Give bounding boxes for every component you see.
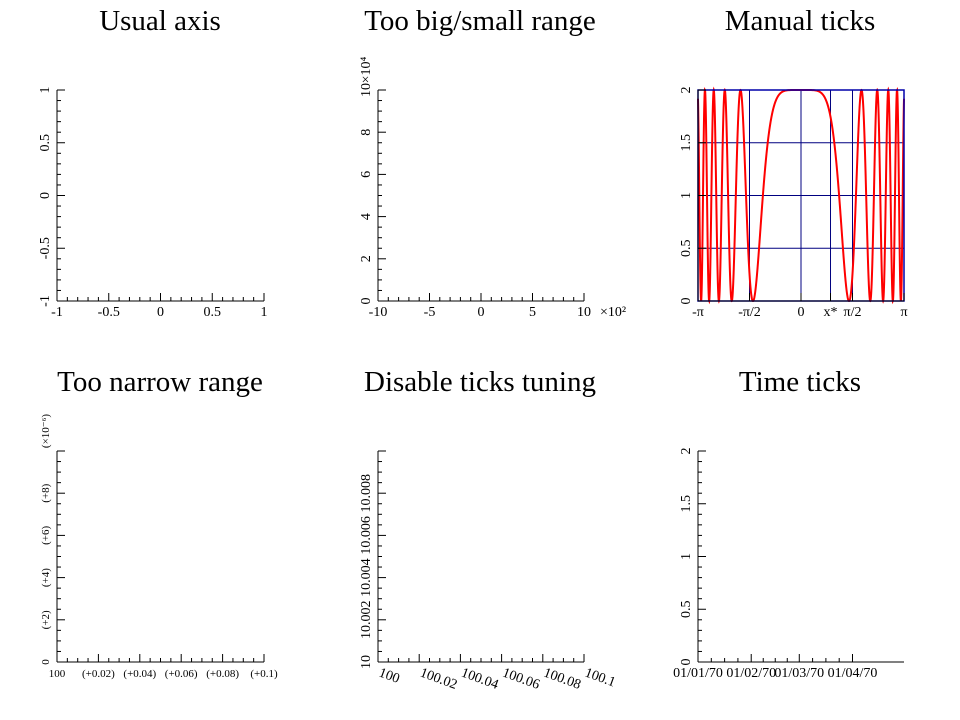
- x-tick-label: 0: [798, 305, 805, 320]
- y-tick-label: 1: [38, 87, 53, 94]
- x-tick-label: 01/03/70: [774, 666, 824, 681]
- x-tick-label: 100.08: [541, 666, 582, 693]
- x-tick-label: 01/01/70: [673, 666, 723, 681]
- x-tick-label: (+0.02): [82, 668, 115, 680]
- y-tick-label: (+4): [40, 568, 52, 587]
- x-tick-label: -π: [692, 305, 704, 320]
- x-tick-label: (+0.04): [123, 668, 156, 680]
- x-tick-label: 01/02/70: [726, 666, 776, 681]
- y-tick-label: 2: [679, 448, 694, 455]
- y-tick-label: 10.002: [359, 601, 374, 640]
- y-tick-label: -1: [38, 295, 53, 307]
- panel-title: Usual axis: [99, 5, 221, 37]
- y-tick-label: 1.5: [679, 134, 694, 152]
- y-tick-label: 4: [359, 213, 374, 220]
- x-tick-label: -0.5: [98, 305, 120, 320]
- x-tick-label: π: [900, 305, 907, 320]
- y-tick-label: 0.5: [679, 240, 694, 258]
- x-tick-label: 5: [529, 305, 536, 320]
- x-tick-label: 01/04/70: [828, 666, 878, 681]
- y-tick-label: 6: [359, 171, 374, 178]
- y-tick-label: (+8): [40, 483, 52, 502]
- x-tick-label: -π/2: [738, 305, 761, 320]
- x-tick-label: 100.06: [500, 666, 541, 693]
- x-tick-label: x*: [824, 305, 838, 320]
- y-tick-label: (+2): [40, 610, 52, 629]
- panel-1: Usual axis -1 -0.5 0 0.5 1 -1 -0.5 0 0.5 1: [38, 5, 268, 320]
- y-axis-multiplier: ×10⁴: [359, 56, 374, 83]
- x-tick-label: 100.02: [418, 666, 459, 693]
- y-tick-label: 0.5: [38, 134, 53, 152]
- x-axis-multiplier: ×10²: [600, 305, 626, 320]
- y-tick-label: 0: [40, 659, 52, 665]
- x-tick-label: 1: [261, 305, 268, 320]
- x-tick-label: 100: [49, 668, 66, 680]
- x-tick-label: (+0.08): [206, 668, 239, 680]
- y-tick-label: 0.5: [679, 601, 694, 619]
- y-tick-label: 0: [679, 298, 694, 305]
- panel-title: Too big/small range: [364, 5, 596, 37]
- x-tick-label: (+0.06): [165, 668, 198, 680]
- y-tick-label: 1.5: [679, 495, 694, 513]
- y-tick-label: 0: [679, 659, 694, 666]
- y-tick-label: 2: [359, 255, 374, 262]
- x-tick-label: 10: [577, 305, 591, 320]
- y-tick-label: 10.006: [359, 516, 374, 555]
- y-axis-multiplier: (×10⁻⁶): [40, 414, 52, 449]
- x-tick-label: 0.5: [204, 305, 222, 320]
- y-tick-label: 1: [679, 192, 694, 199]
- y-tick-label: -0.5: [38, 237, 53, 259]
- y-tick-label: 10.008: [359, 474, 374, 513]
- y-tick-label: 8: [359, 129, 374, 136]
- panel-title: Disable ticks tuning: [364, 366, 596, 398]
- y-tick-label: (+6): [40, 526, 52, 545]
- x-tick-label: 100.1: [583, 666, 618, 691]
- x-tick-label: -5: [424, 305, 436, 320]
- x-tick-label: -10: [369, 305, 388, 320]
- panel-title: Too narrow range: [57, 366, 263, 398]
- y-tick-label: 2: [679, 87, 694, 94]
- x-tick-label: π/2: [844, 305, 862, 320]
- panel-2: Too big/small range -10 -5 0 5 10 0 2 4 6 8 10 ×10² ×…: [359, 5, 626, 320]
- y-tick-label: 10.004: [359, 558, 374, 597]
- panel-title: Manual ticks: [725, 5, 876, 37]
- x-tick-label: -1: [51, 305, 63, 320]
- x-tick-label: 0: [157, 305, 164, 320]
- x-tick-label: 0: [478, 305, 485, 320]
- y-tick-label: 10: [359, 655, 374, 669]
- y-tick-label: 1: [679, 553, 694, 560]
- x-tick-label: 100.04: [459, 666, 500, 693]
- x-tick-label: 100: [377, 666, 402, 687]
- panel-4: Too narrow range 100 (+0.02) (+0.04) (+0.06)…: [40, 366, 278, 680]
- y-tick-label: 10: [359, 83, 374, 97]
- x-tick-label: (+0.1): [250, 668, 278, 680]
- y-tick-label: 0: [38, 192, 53, 199]
- panel-3: Manual ticks -π -π/2 0 x* π/2 π 0 0.5 1 1.5 2: [679, 5, 908, 320]
- panel-title: Time ticks: [739, 366, 861, 398]
- y-tick-label: 0: [359, 298, 374, 305]
